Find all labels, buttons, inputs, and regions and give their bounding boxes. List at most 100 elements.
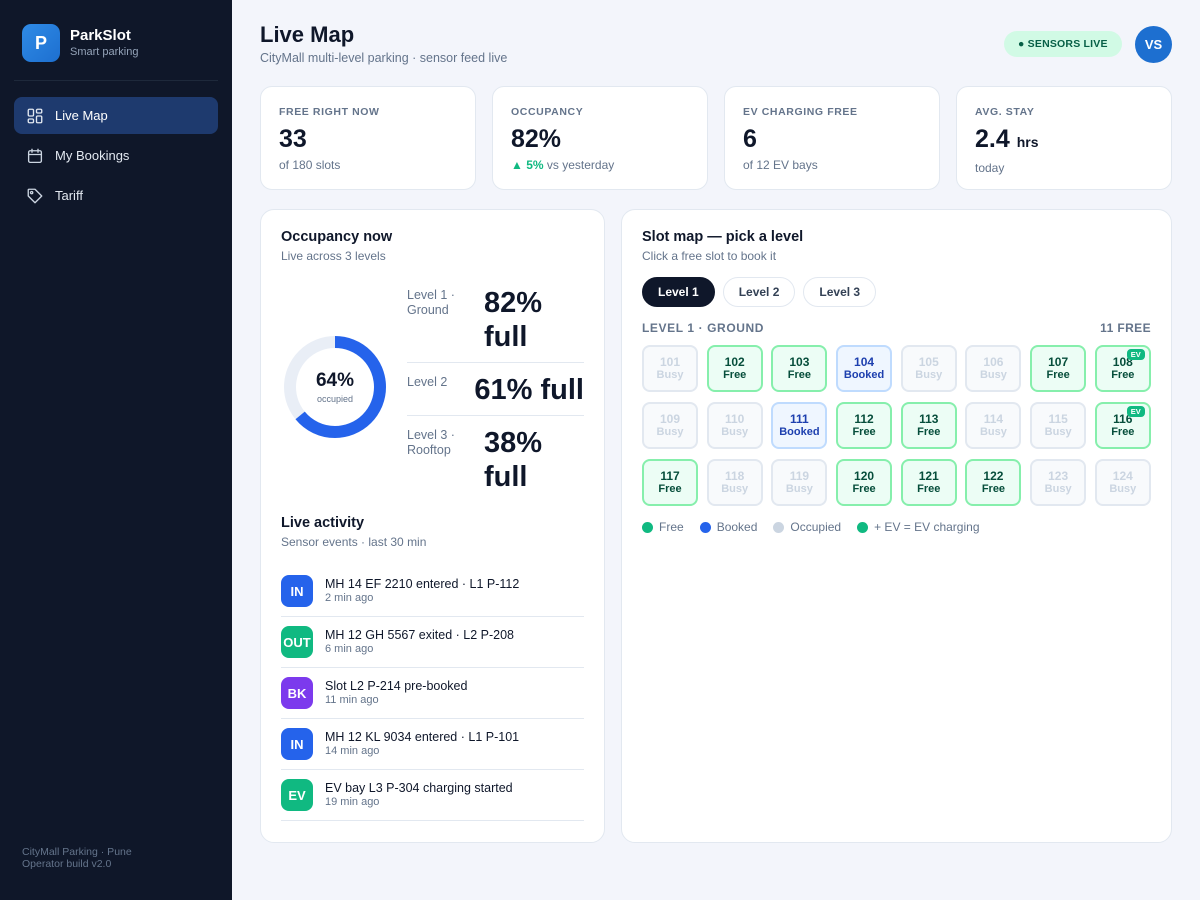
slot-108[interactable]: EV 108 Free	[1094, 345, 1151, 392]
slot-number: 110	[725, 412, 745, 426]
legend-item: Booked	[699, 520, 758, 534]
occupancy-title: Occupancy now	[281, 229, 393, 245]
slot-number: 119	[789, 469, 810, 483]
slot-number: 113	[919, 412, 939, 426]
legend-label: Free	[659, 520, 684, 534]
stat-card-free: FREE RIGHT NOW 33 of 180 slots	[260, 86, 476, 190]
slot-number: 106	[983, 355, 1004, 369]
slot-status: Busy	[915, 369, 943, 381]
slot-status: Busy	[979, 369, 1007, 381]
level-row: Level 3 · Rooftop 38% full	[407, 424, 584, 502]
brand[interactable]: P ParkSlot Smart parking	[22, 24, 138, 62]
slot-101[interactable]: 101 Busy	[642, 345, 698, 392]
legend-item: Occupied	[773, 520, 841, 534]
occupancy-subtitle: Live across 3 levels	[281, 249, 386, 263]
slot-number: 122	[983, 469, 1004, 483]
slot-113[interactable]: 113 Free	[900, 402, 957, 449]
footer-build: Operator build v2.0	[22, 858, 112, 870]
slot-114[interactable]: 114 Busy	[965, 402, 1022, 449]
slot-118[interactable]: 118 Busy	[706, 459, 763, 506]
legend-label: Booked	[716, 520, 758, 534]
donut-center: 64% occupied	[283, 335, 387, 439]
slot-status: Booked	[779, 426, 820, 438]
legend-dot	[857, 521, 869, 533]
slot-status: Busy	[656, 369, 684, 381]
slot-status: Free	[852, 483, 876, 495]
activity-subtitle: Sensor events · last 30 min	[281, 535, 427, 549]
stat-card-occupancy: OCCUPANCY 82% ▲ 5% vs yesterday	[492, 86, 708, 190]
slot-number: 102	[724, 355, 745, 369]
slot-109[interactable]: 109 Busy	[642, 402, 698, 449]
activity-text: MH 14 EF 2210 entered · L1 P-112	[325, 577, 520, 591]
stat-value: 6	[743, 125, 757, 153]
slot-105[interactable]: 105 Busy	[900, 345, 957, 392]
slot-legend: Free Booked Occupied + EV = EV charging	[642, 520, 996, 534]
tab-level-1[interactable]: Level 1	[642, 277, 715, 307]
dashboard-icon	[27, 108, 43, 123]
slot-number: 109	[659, 412, 681, 426]
slot-number: 121	[918, 469, 939, 483]
legend-dot	[773, 521, 785, 533]
stat-sub-text: vs yesterday	[546, 158, 615, 172]
level-name: Level 1 · Ground	[407, 288, 455, 317]
level-value: 38% full	[484, 427, 543, 493]
tag-icon	[27, 188, 43, 203]
slot-121[interactable]: 121 Free	[900, 459, 957, 506]
slot-103[interactable]: 103 Free	[771, 345, 828, 392]
slot-123[interactable]: 123 Busy	[1030, 459, 1087, 506]
slot-number: 124	[1112, 469, 1133, 483]
legend-dot	[642, 521, 653, 533]
sidebar-item-label: Tariff	[55, 188, 83, 203]
slot-120[interactable]: 120 Free	[836, 459, 893, 506]
activity-text: EV bay L3 P-304 charging started	[325, 781, 513, 795]
slot-110[interactable]: 110 Busy	[706, 402, 763, 449]
activity-item: OUT MH 12 GH 5567 exited · L2 P-208 6 min …	[281, 617, 584, 668]
slot-124[interactable]: 124 Busy	[1094, 459, 1151, 506]
slot-107[interactable]: 107 Free	[1030, 345, 1087, 392]
level-tabs: Level 1 Level 2 Level 3	[642, 277, 884, 307]
stat-value: 33	[279, 125, 307, 153]
level-value: 82% full	[484, 287, 543, 353]
slot-number: 120	[854, 469, 875, 483]
level-row: Level 2 61% full	[407, 371, 584, 416]
slot-status: Busy	[979, 426, 1007, 438]
activity-text: MH 12 KL 9034 entered · L1 P-101	[325, 730, 520, 744]
sidebar-item-tariff[interactable]: Tariff	[14, 177, 218, 214]
sidebar-item-my-bookings[interactable]: My Bookings	[14, 137, 218, 174]
tab-level-2[interactable]: Level 2	[722, 277, 796, 307]
slot-111[interactable]: 111 Booked	[771, 402, 828, 449]
sidebar-item-live-map[interactable]: Live Map	[14, 97, 218, 134]
ev-badge: EV	[1126, 406, 1145, 417]
page-title: Live Map	[260, 22, 355, 47]
activity-time: 11 min ago	[325, 694, 379, 706]
tab-level-3[interactable]: Level 3	[803, 277, 877, 307]
slot-number: 105	[918, 355, 939, 369]
slot-status: Free	[917, 426, 941, 438]
slot-116[interactable]: EV 116 Free	[1094, 402, 1151, 449]
sidebar-divider	[14, 80, 218, 81]
slot-119[interactable]: 119 Busy	[771, 459, 828, 506]
occupancy-donut	[284, 336, 386, 438]
slot-status: Busy	[721, 426, 749, 438]
level-name: Level 2	[407, 375, 448, 389]
ev-badge: EV	[1126, 349, 1145, 360]
slot-status: Busy	[1044, 483, 1072, 495]
delta-up: ▲ 5%	[511, 158, 544, 172]
slot-117[interactable]: 117 Free	[642, 459, 698, 506]
activity-time: 6 min ago	[325, 643, 374, 655]
slot-104[interactable]: 104 Booked	[836, 345, 893, 392]
avatar[interactable]: VS	[1135, 26, 1172, 63]
free-count: 11 FREE	[1100, 321, 1151, 335]
level-list: Level 1 · Ground 82% full Level 2 61% fu…	[407, 284, 584, 510]
slot-number: 115	[1048, 412, 1068, 426]
legend-dot	[699, 521, 711, 533]
slot-115[interactable]: 115 Busy	[1030, 402, 1087, 449]
slot-status: Free	[1046, 369, 1070, 381]
slot-112[interactable]: 112 Free	[836, 402, 893, 449]
slot-102[interactable]: 102 Free	[706, 345, 763, 392]
sidebar-nav: Live Map My Bookings Tariff	[14, 97, 218, 217]
slot-106[interactable]: 106 Busy	[965, 345, 1022, 392]
slot-number: 123	[1048, 469, 1069, 483]
brand-name: ParkSlot	[70, 27, 131, 44]
slot-122[interactable]: 122 Free	[965, 459, 1022, 506]
